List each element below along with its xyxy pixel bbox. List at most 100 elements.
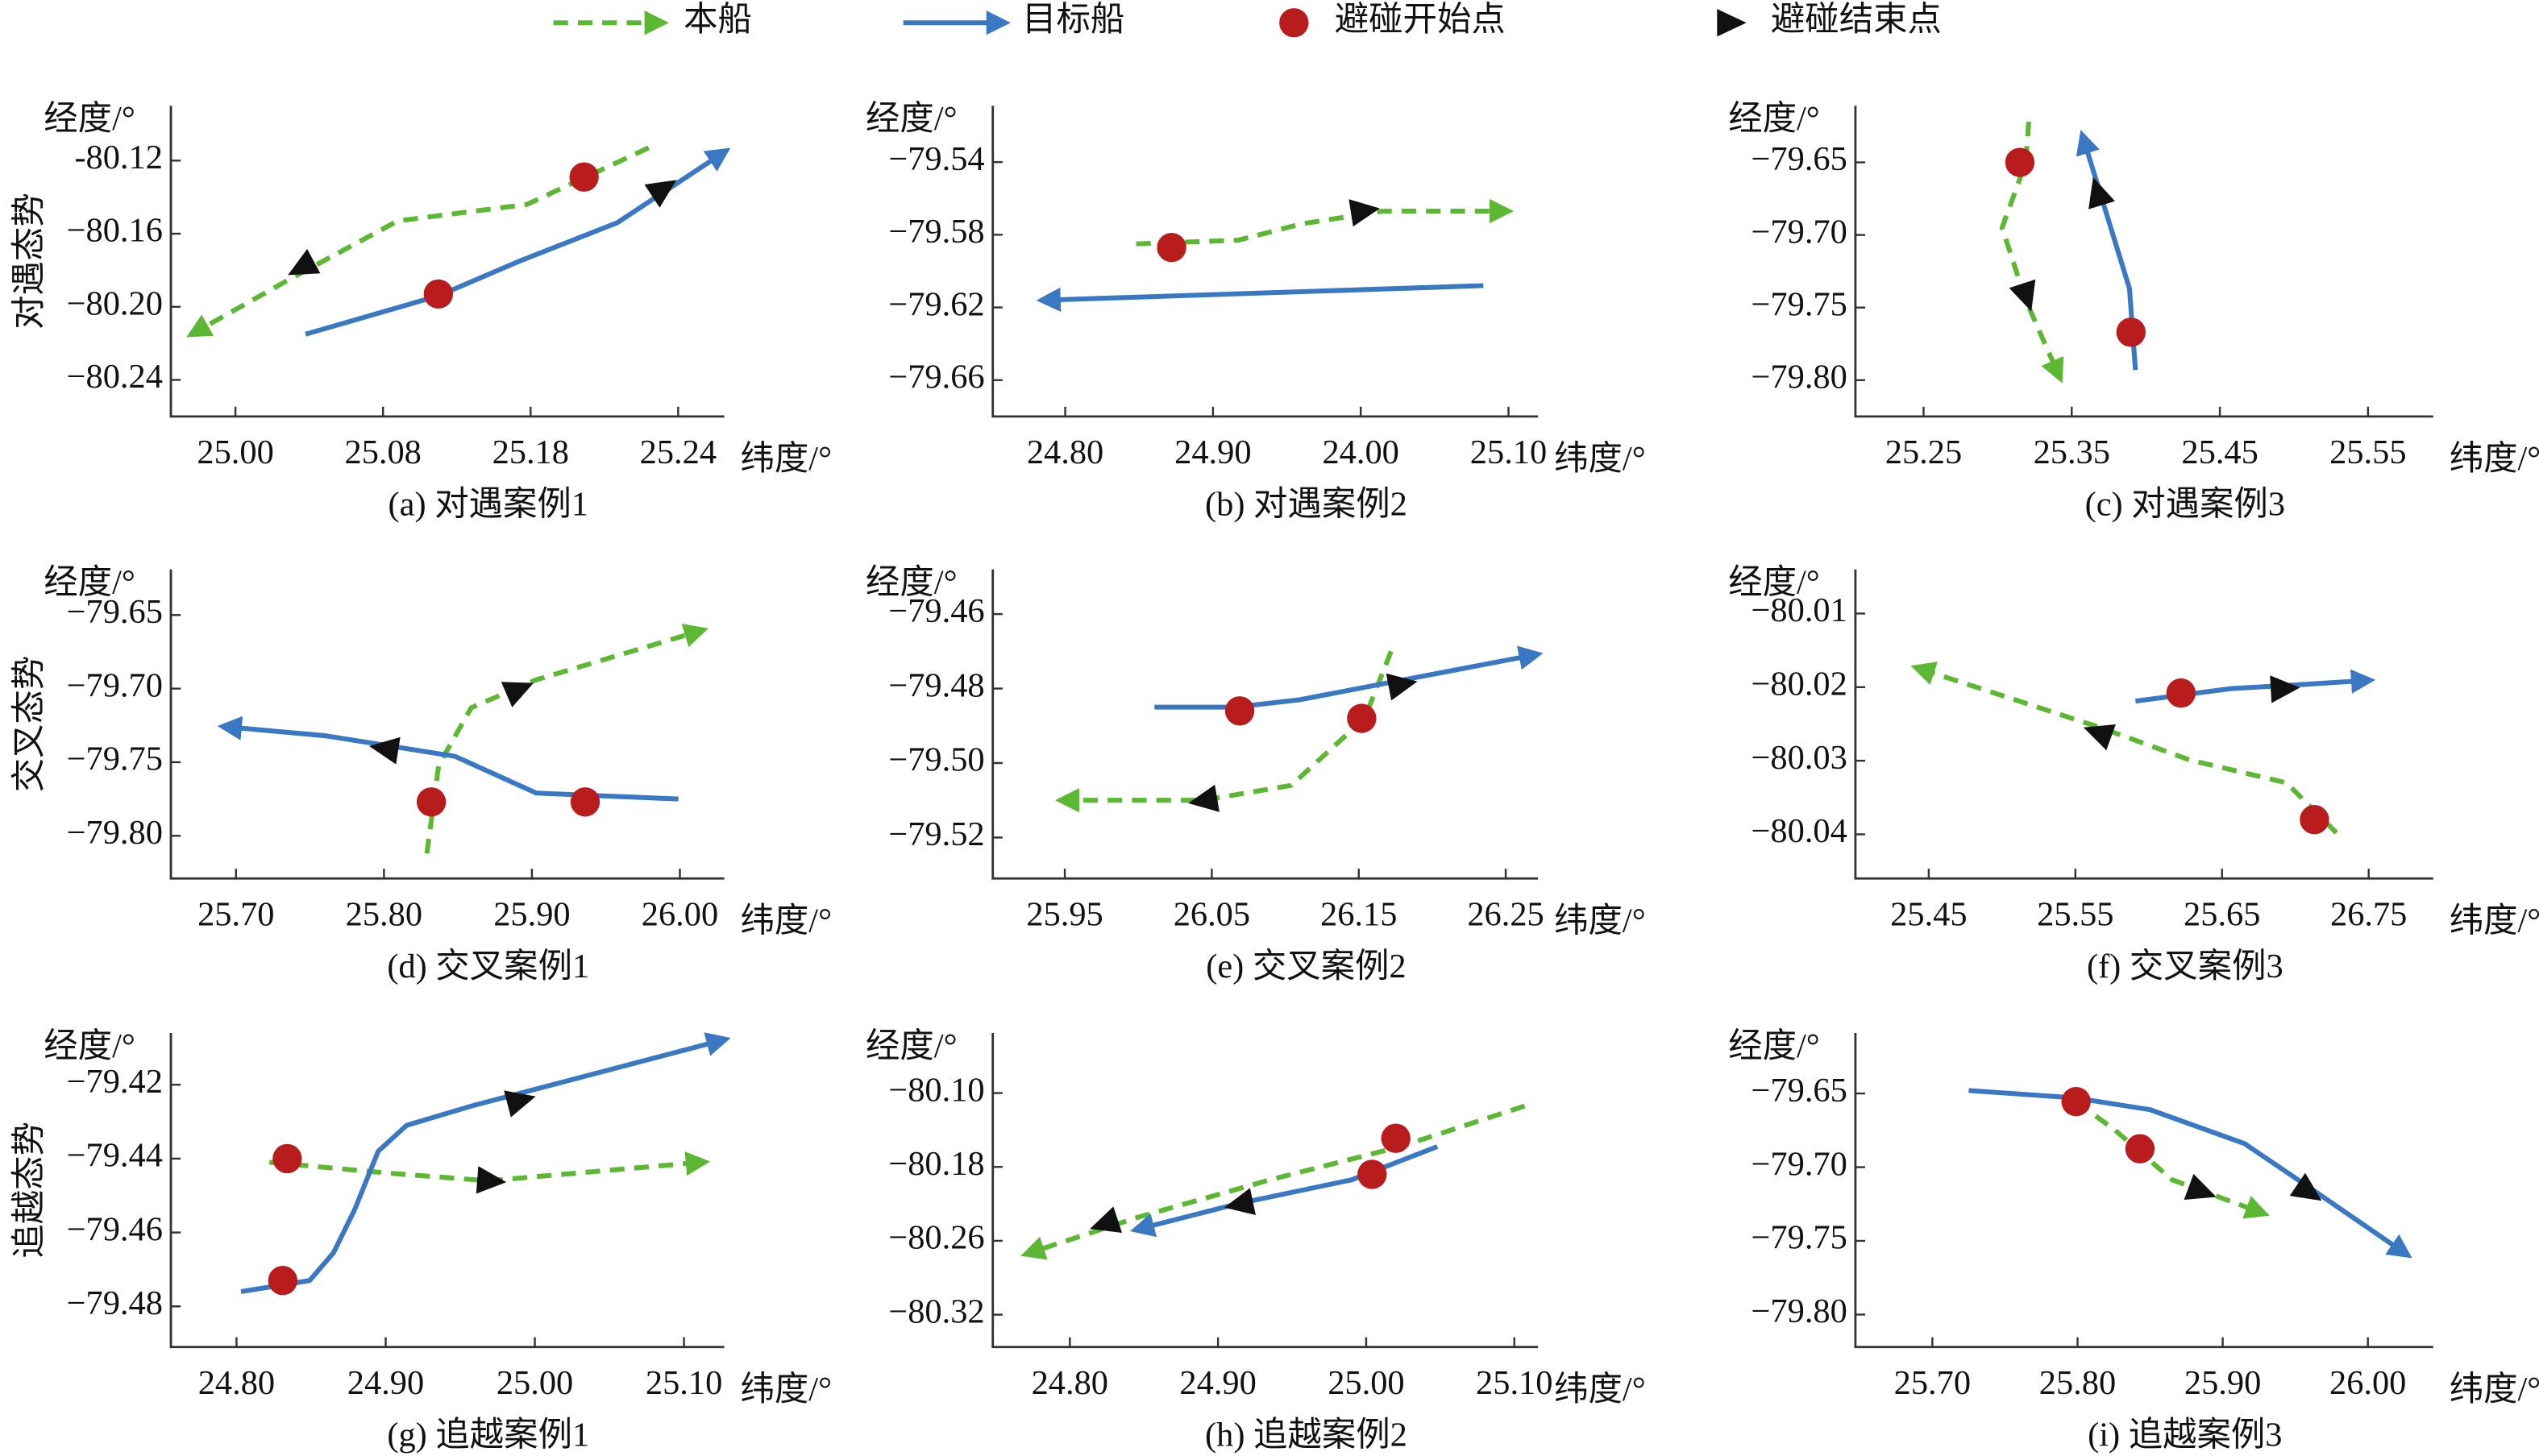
y-axis-label: 经度/° <box>866 1027 958 1065</box>
end-point <box>504 1090 536 1118</box>
x-tick-label: 24.90 <box>1179 1364 1256 1402</box>
caption: (c) 对遇案例3 <box>2085 486 2285 524</box>
y-tick-label: −79.75 <box>1752 285 1847 323</box>
end-point <box>1224 1188 1256 1215</box>
track <box>1154 645 1544 710</box>
caption: (e) 交叉案例2 <box>1206 948 1406 985</box>
start-point <box>268 1266 297 1296</box>
end-point <box>501 682 534 707</box>
y-tick-label: −80.03 <box>1752 739 1847 777</box>
end-point <box>369 736 401 765</box>
x-axis-label: 纬度/° <box>1554 1371 1646 1408</box>
y-tick-label: −80.01 <box>1752 591 1847 629</box>
x-tick-label: 26.05 <box>1174 895 1250 933</box>
y-axis-label: 经度/° <box>44 1027 135 1065</box>
x-tick-label: 25.08 <box>344 433 421 471</box>
y-tick-label: −79.44 <box>67 1137 163 1175</box>
row-label: 追越态势 <box>10 1122 48 1259</box>
y-tick-label: −80.20 <box>67 284 163 322</box>
x-tick-label: 25.24 <box>640 433 717 471</box>
y-tick-label: −79.65 <box>1752 140 1847 178</box>
end-point <box>476 1166 507 1194</box>
y-tick-label: −80.10 <box>888 1071 984 1109</box>
y-tick-label: −79.46 <box>888 592 984 630</box>
x-tick-label: 25.00 <box>497 1364 573 1402</box>
x-tick-label: 25.80 <box>346 895 422 933</box>
y-tick-label: −80.02 <box>1752 666 1847 703</box>
y-tick-label: −79.75 <box>67 740 163 778</box>
x-tick-label: 25.00 <box>1328 1364 1404 1402</box>
end-point <box>644 180 677 208</box>
y-tick-label: −79.48 <box>888 666 984 704</box>
y-tick-label: −79.75 <box>1752 1219 1847 1257</box>
start-point <box>1357 1159 1387 1189</box>
start-point <box>2166 678 2196 708</box>
track <box>1910 662 2338 835</box>
x-axis-label: 纬度/° <box>741 440 833 478</box>
axes <box>169 569 725 880</box>
x-tick-label: 25.00 <box>197 433 273 471</box>
y-tick-label: -80.12 <box>74 139 163 176</box>
x-tick-label: 26.75 <box>2330 895 2407 933</box>
start-point <box>1224 696 1255 726</box>
track <box>1036 283 1484 313</box>
end-point <box>288 249 321 276</box>
end-point <box>1090 1206 1123 1234</box>
legend-label: 目标船 <box>1022 1 1124 39</box>
y-axis-label: 经度/° <box>866 564 958 602</box>
y-tick-label: −79.62 <box>888 285 984 323</box>
axes <box>169 106 725 418</box>
x-axis-label: 纬度/° <box>1554 902 1646 940</box>
y-tick-label: −79.65 <box>1752 1072 1847 1110</box>
x-tick-label: 25.55 <box>2329 433 2406 471</box>
start-point <box>2061 1086 2091 1117</box>
y-tick-label: −80.16 <box>67 212 163 250</box>
track <box>1968 1088 2412 1259</box>
y-tick-label: −79.42 <box>67 1063 163 1101</box>
y-axis-label: 经度/° <box>1728 564 1820 602</box>
y-tick-label: −79.80 <box>67 814 163 852</box>
x-tick-label: 24.90 <box>347 1364 424 1402</box>
caption: (b) 对遇案例2 <box>1205 486 1407 524</box>
x-tick-label: 24.80 <box>1027 433 1103 471</box>
start-point <box>569 162 599 192</box>
y-tick-label: −79.52 <box>888 815 984 853</box>
y-tick-label: −80.18 <box>888 1145 984 1183</box>
y-axis-label: 经度/° <box>44 100 135 138</box>
x-axis-label: 纬度/° <box>2450 902 2539 940</box>
end-point <box>2270 675 2300 703</box>
x-tick-label: 24.90 <box>1174 433 1251 471</box>
x-tick-label: 25.10 <box>1476 1364 1552 1402</box>
x-tick-label: 24.00 <box>1322 433 1398 471</box>
x-axis-label: 纬度/° <box>741 902 833 940</box>
x-tick-label: 25.90 <box>493 895 570 933</box>
track <box>424 624 709 854</box>
start-point <box>1347 703 1377 733</box>
axes <box>1854 1033 2433 1349</box>
start-point <box>2116 317 2146 347</box>
y-tick-label: −80.24 <box>67 358 163 396</box>
x-tick-label: 25.70 <box>1894 1364 1971 1402</box>
track <box>305 147 731 337</box>
x-tick-label: 25.95 <box>1026 895 1103 933</box>
y-tick-label: −79.66 <box>888 358 984 396</box>
axes <box>991 569 1539 880</box>
legend-swatch <box>1279 8 1309 38</box>
axes <box>991 1033 1539 1349</box>
y-tick-label: −79.70 <box>67 666 163 704</box>
caption: (i) 追越案例3 <box>2088 1417 2282 1454</box>
track <box>1136 198 1515 247</box>
caption: (h) 追越案例2 <box>1205 1417 1407 1454</box>
axes <box>991 106 1539 418</box>
track <box>217 716 679 802</box>
track <box>268 1151 711 1184</box>
caption: (a) 对遇案例1 <box>389 486 588 524</box>
caption: (f) 交叉案例3 <box>2087 948 2283 985</box>
start-point <box>2005 147 2035 177</box>
end-point <box>1348 199 1380 227</box>
start-point <box>272 1143 302 1174</box>
legend-label: 避碰开始点 <box>1335 1 1506 39</box>
track <box>240 1032 731 1294</box>
